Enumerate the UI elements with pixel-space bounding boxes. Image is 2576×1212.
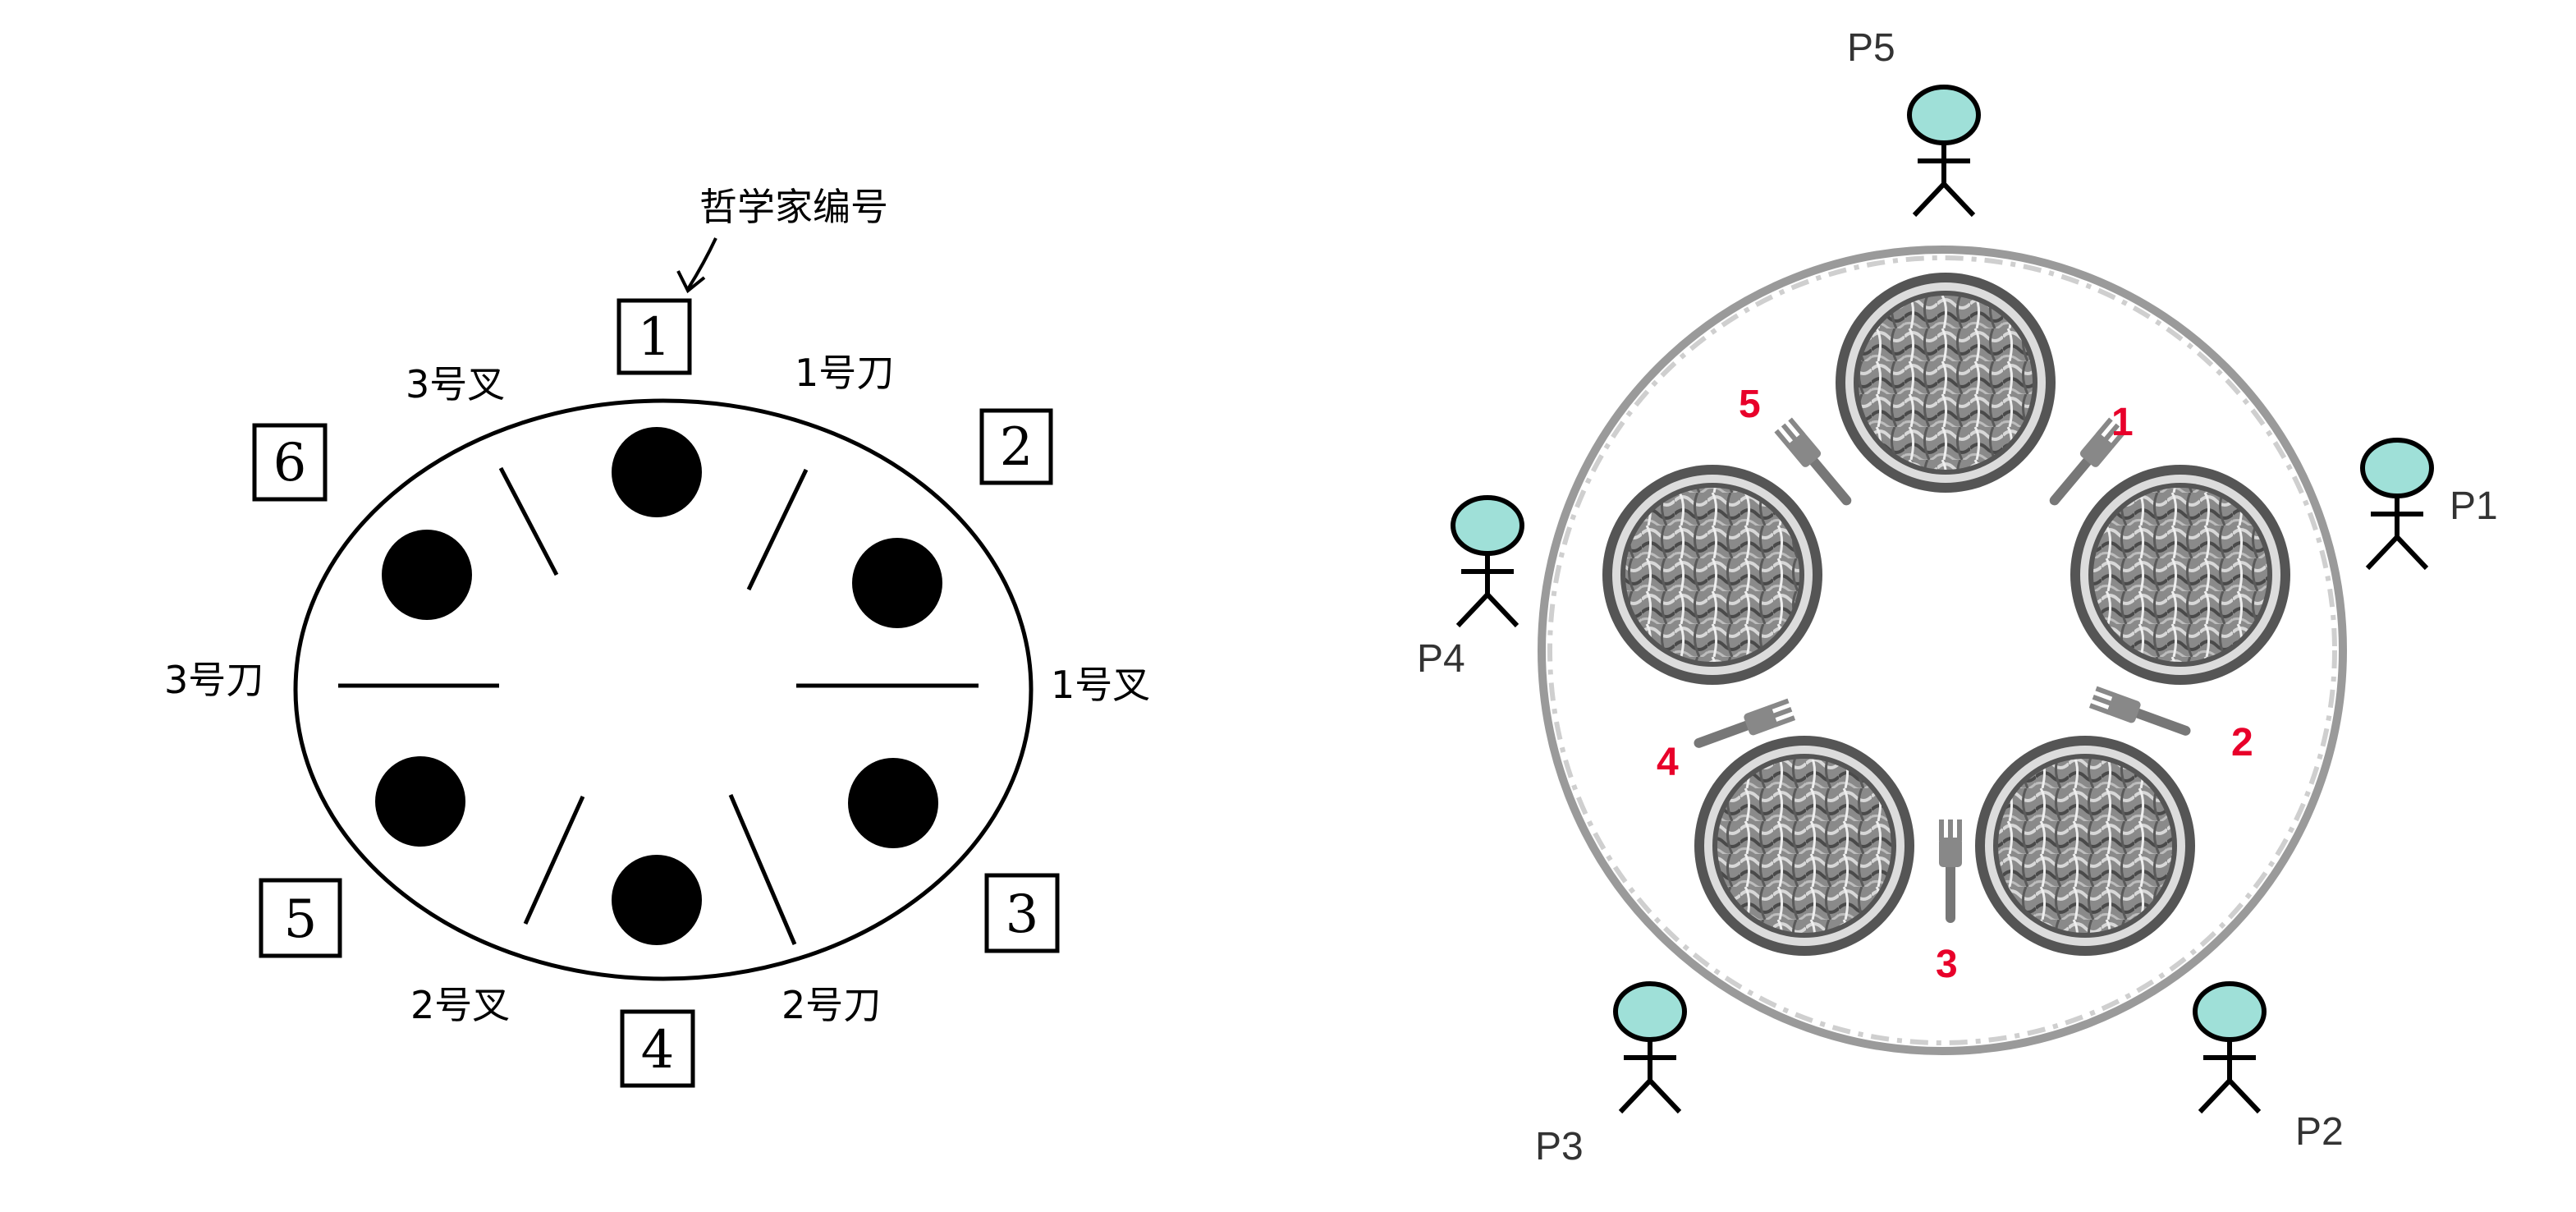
round-table-inner-edge: [1547, 255, 2337, 1045]
philosopher-box-4: 4: [620, 1009, 695, 1088]
svg-text:6: 6: [273, 433, 307, 494]
label-knife-1: 1号刀: [795, 351, 894, 395]
person-icon-p4: [1453, 498, 1522, 626]
utensil-line-fork-2: [523, 795, 585, 925]
person-icon-p1: [2363, 440, 2432, 568]
fork-number-4: 4: [1657, 741, 1679, 784]
philosopher-label-p5: P5: [1847, 26, 1895, 70]
svg-text:2: 2: [1000, 417, 1034, 478]
plate: [2070, 465, 2290, 685]
utensil-line-knife-1: [746, 468, 809, 591]
dish: [612, 427, 702, 517]
label-knife-3: 3号刀: [164, 658, 264, 702]
dish: [848, 758, 938, 848]
svg-text:5: 5: [284, 889, 318, 950]
philosopher-label-p4: P4: [1417, 637, 1465, 681]
philosopher-label-p2: P2: [2295, 1110, 2344, 1154]
utensil-line-knife-2: [728, 794, 797, 945]
dish: [382, 530, 472, 620]
philosopher-box-5: 5: [259, 878, 342, 958]
label-fork-2: 2号叉: [410, 983, 510, 1027]
svg-text:3: 3: [1006, 884, 1039, 945]
plate: [1694, 736, 1914, 956]
dish: [375, 756, 465, 847]
person-icon-p5: [1909, 87, 1978, 215]
fork-number-5: 5: [1739, 383, 1761, 426]
annotation-arrowhead: [676, 270, 706, 294]
svg-text:4: 4: [641, 1020, 675, 1081]
label-knife-2: 2号刀: [782, 983, 881, 1027]
utensil-line-fork-3: [498, 466, 559, 576]
philosopher-box-1: 1: [616, 298, 692, 375]
plate: [1975, 736, 2195, 956]
fork-number-1: 1: [2111, 401, 2134, 444]
label-fork-1: 1号叉: [1051, 663, 1150, 707]
dish: [612, 855, 702, 945]
left-diagram: 哲学家编号 1 2 3 4 5 6 3号叉 1号刀 3号: [164, 185, 1150, 1088]
person-icon-p2: [2195, 984, 2264, 1112]
fork-number-3: 3: [1936, 943, 1958, 986]
dish: [852, 538, 942, 628]
philosopher-box-2: 2: [979, 408, 1053, 485]
table-ellipse: [293, 398, 1034, 981]
philosopher-label-p1: P1: [2450, 484, 2498, 528]
annotation-label: 哲学家编号: [699, 185, 888, 229]
fork-number-2: 2: [2231, 721, 2253, 764]
right-diagram: 1 2 3 4 5 P5 P1 P4 P3 P2: [1417, 26, 2498, 1168]
philosopher-box-6: 6: [252, 423, 328, 502]
annotation-arrow: [686, 237, 717, 291]
philosopher-label-p3: P3: [1535, 1125, 1584, 1168]
label-fork-3: 3号叉: [406, 362, 505, 406]
plate: [1602, 465, 1822, 685]
philosopher-box-3: 3: [984, 873, 1060, 953]
person-icon-p3: [1616, 984, 1684, 1112]
plate: [1836, 273, 2056, 493]
svg-text:1: 1: [638, 307, 672, 368]
